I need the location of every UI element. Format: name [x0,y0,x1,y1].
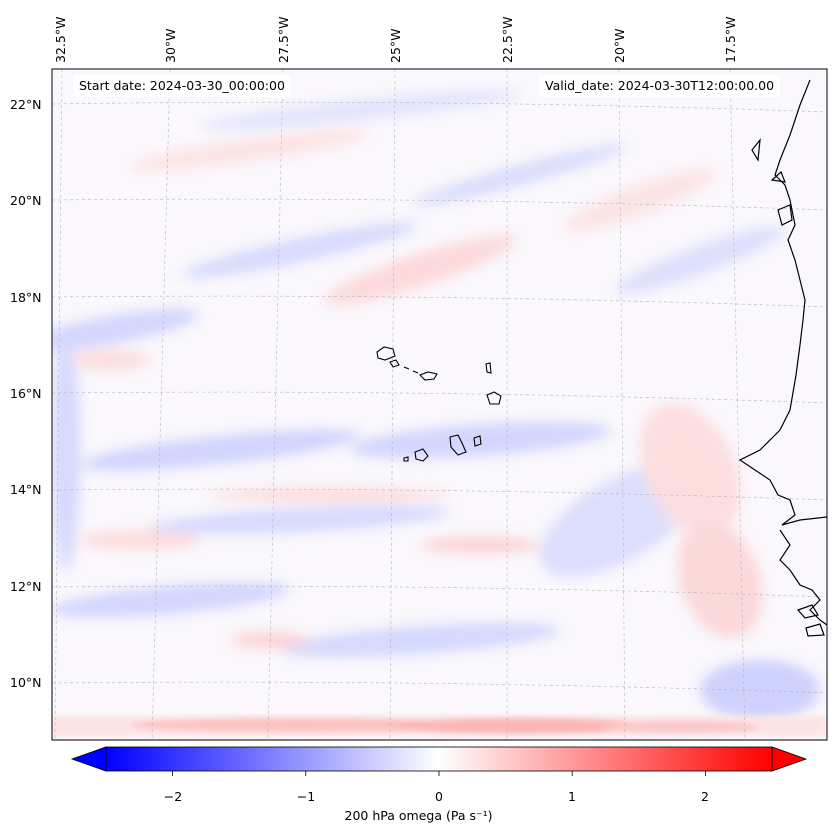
colorbar-title: 200 hPa omega (Pa s⁻¹) [344,808,493,823]
start-date-label: Start date: 2024-03-30_00:00:00 [73,75,291,97]
lat-label-12n: 12°N [10,579,42,594]
colorbar-gradient [105,746,773,772]
lon-label-30w: 30°W [163,28,178,63]
coastline [738,79,827,637]
lat-label-14n: 14°N [10,482,42,497]
lon-label-17-5w: 17.5°W [723,16,738,63]
colorbar-max-extend [771,746,808,772]
colorbar-tick-label: 0 [435,789,443,804]
cape-verde-islands [376,346,502,462]
lat-label-16n: 16°N [10,386,42,401]
colorbar-tick-label: −2 [163,789,183,804]
colorbar-tick-label: 2 [701,789,709,804]
colorbar [70,746,808,776]
lon-label-25w: 25°W [388,28,403,63]
graticule [52,69,827,740]
lat-label-18n: 18°N [10,290,42,305]
lat-label-10n: 10°N [10,675,42,690]
colorbar-tick-label: 1 [568,789,576,804]
lon-label-32-5w: 32.5°W [53,16,68,63]
lat-label-20n: 20°N [10,193,42,208]
lon-label-20w: 20°W [612,28,627,63]
omega-field [52,69,827,740]
valid-date-label: Valid_date: 2024-03-30T12:00:00.00 [539,75,781,97]
lon-label-27-5w: 27.5°W [276,16,291,63]
colorbar-min-extend [70,746,107,772]
map-frame [51,68,828,741]
colorbar-tick-label: −1 [296,789,316,804]
lat-label-22n: 22°N [10,97,42,112]
lon-label-22-5w: 22.5°W [500,16,515,63]
